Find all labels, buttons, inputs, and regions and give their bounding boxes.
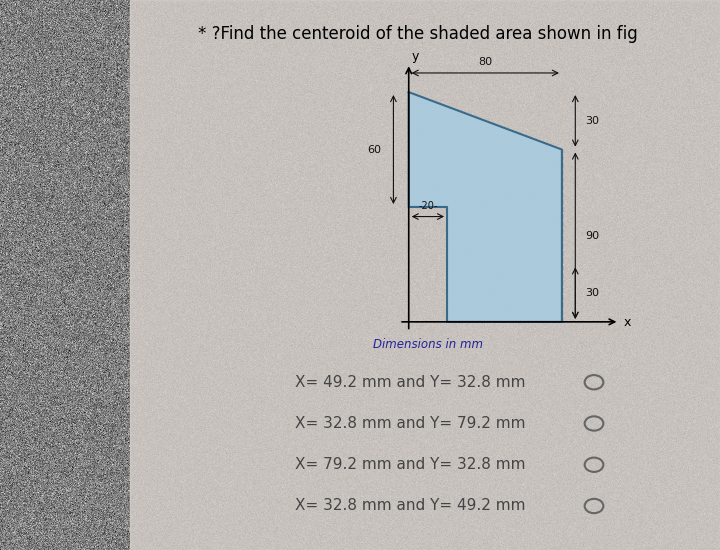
- Text: Dimensions in mm: Dimensions in mm: [374, 338, 483, 351]
- Text: 60: 60: [367, 145, 382, 155]
- Text: 30: 30: [585, 116, 599, 126]
- Text: -20-: -20-: [418, 201, 438, 211]
- Text: * ?Find the centeroid of the shaded area shown in fig: * ?Find the centeroid of the shaded area…: [198, 25, 637, 43]
- Text: 90: 90: [585, 230, 599, 241]
- Text: X= 32.8 mm and Y= 79.2 mm: X= 32.8 mm and Y= 79.2 mm: [295, 416, 526, 431]
- Text: X= 49.2 mm and Y= 32.8 mm: X= 49.2 mm and Y= 32.8 mm: [295, 375, 526, 390]
- Text: 30: 30: [585, 288, 599, 298]
- Text: y: y: [412, 50, 419, 63]
- Polygon shape: [409, 92, 562, 322]
- Text: 80: 80: [478, 57, 492, 67]
- Text: X= 79.2 mm and Y= 32.8 mm: X= 79.2 mm and Y= 32.8 mm: [295, 457, 526, 472]
- Text: x: x: [624, 316, 631, 329]
- Bar: [130, 0, 720, 550]
- Text: X= 32.8 mm and Y= 49.2 mm: X= 32.8 mm and Y= 49.2 mm: [295, 498, 526, 514]
